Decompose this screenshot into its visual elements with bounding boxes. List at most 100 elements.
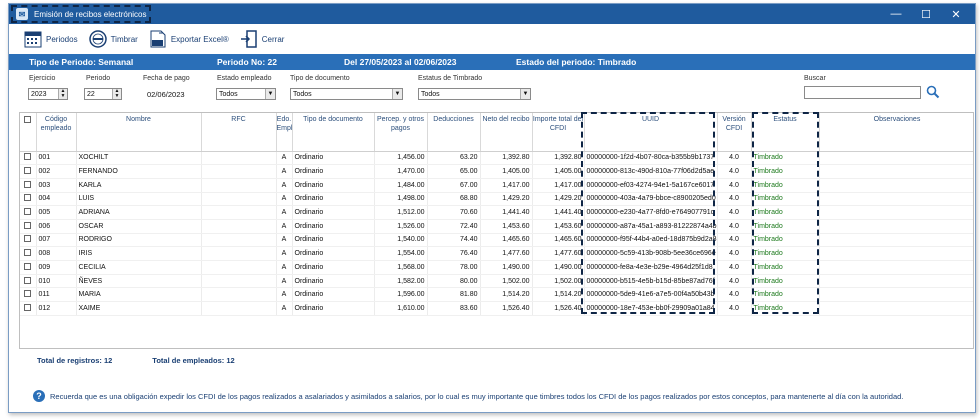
row-checkbox[interactable] (20, 205, 37, 220)
search-input[interactable] (804, 86, 921, 99)
cell-neto: 1,526.40 (480, 301, 533, 316)
table-row[interactable]: 002 FERNANDO A Ordinario 1,470.00 65.00 1,405.… (20, 164, 973, 179)
table-row[interactable]: 009 CECILIA A Ordinario 1,568.00 78.00 1,490.0… (20, 260, 973, 275)
timbrar-button[interactable]: Timbrar (88, 29, 138, 49)
dropdown-arrow-icon[interactable]: ▼ (392, 89, 402, 99)
cell-edo: A (276, 178, 293, 193)
cell-version: 4.0 (717, 192, 752, 207)
dropdown-arrow-icon[interactable]: ▼ (265, 89, 275, 99)
total-registros: Total de registros: 12 (37, 356, 113, 365)
estado-empleado-select[interactable]: Todos ▼ (216, 88, 276, 100)
minimize-button[interactable]: — (890, 8, 902, 20)
col-importe[interactable]: Importe total del CFDI (532, 113, 585, 152)
table-row[interactable]: 011 MARIA A Ordinario 1,596.00 81.80 1,514.20 1… (20, 287, 973, 303)
timbrar-label: Timbrar (110, 34, 138, 44)
row-checkbox[interactable] (20, 287, 37, 303)
table-row[interactable]: 004 LUIS A Ordinario 1,498.00 68.80 1,429.20 1,… (20, 192, 973, 207)
col-percepciones[interactable]: Percep. y otros pagos (374, 113, 428, 152)
cell-version: 4.0 (717, 274, 752, 289)
table-header-row: Código empleado Nombre RFC Edo. Empl Tip… (20, 113, 973, 152)
cell-nombre: ÑEVES (76, 274, 202, 289)
cell-version: 4.0 (717, 151, 752, 166)
col-uuid[interactable]: UUID (584, 113, 718, 152)
cerrar-button[interactable]: Cerrar (239, 29, 284, 49)
cell-edo: A (276, 164, 293, 179)
row-checkbox[interactable] (20, 164, 37, 179)
col-version[interactable]: Versión CFDI (717, 113, 752, 152)
table-row[interactable]: 010 ÑEVES A Ordinario 1,582.00 80.00 1,502.00 1… (20, 274, 973, 289)
exportar-label: Exportar Excel® (170, 34, 229, 44)
cell-codigo: 008 (36, 246, 77, 261)
col-observaciones[interactable]: Observaciones (819, 113, 973, 152)
row-checkbox[interactable] (20, 178, 37, 193)
col-nombre[interactable]: Nombre (76, 113, 202, 152)
ejercicio-spinner[interactable]: 2023 ▲ ▼ (28, 88, 68, 100)
row-checkbox[interactable] (20, 274, 37, 289)
cell-uuid: 00000000-fe8a-4e3e-b29e-4964d25f1d8 (584, 260, 718, 275)
cell-rfc (201, 274, 277, 289)
cell-version: 4.0 (717, 246, 752, 261)
buscar-label: Buscar (804, 75, 826, 82)
cell-importe: 1,526.40 (532, 301, 585, 316)
col-rfc[interactable]: RFC (201, 113, 277, 152)
cell-percep: 1,568.00 (374, 260, 428, 275)
cell-codigo: 003 (36, 178, 77, 193)
table-row[interactable]: 012 XAIME A Ordinario 1,610.00 83.60 1,526.40 1… (20, 301, 973, 316)
estado-empleado-value: Todos (219, 90, 238, 98)
col-codigo[interactable]: Código empleado (36, 113, 77, 152)
row-checkbox[interactable] (20, 246, 37, 261)
search-icon[interactable] (926, 85, 940, 99)
cell-estatus: Timbrado (751, 233, 820, 248)
cell-estatus: Timbrado (751, 178, 820, 193)
receipts-window: ✉ Emisión de recibos electrónicos — ☐ ✕ … (8, 3, 976, 413)
table-row[interactable]: 001 XOCHILT A Ordinario 1,456.00 63.20 1,392.8… (20, 151, 973, 166)
cell-edo: A (276, 287, 293, 303)
spinner-arrows-icon[interactable]: ▲ ▼ (58, 89, 67, 99)
cell-deduc: 68.80 (427, 192, 481, 207)
cell-uuid: 00000000-5de9-41e6-a7e5-00f4a50b43b (584, 287, 718, 303)
table-row[interactable]: 007 RODRIGO A Ordinario 1,540.00 74.40 1,465.6… (20, 233, 973, 248)
periodo-spinner[interactable]: 22 ▲ ▼ (84, 88, 122, 100)
cell-deduc: 76.40 (427, 246, 481, 261)
maximize-button[interactable]: ☐ (921, 8, 931, 21)
spinner-arrows-icon[interactable]: ▲ ▼ (112, 89, 121, 99)
cell-uuid: 00000000-a87a-45a1-a893-81222874a4b (584, 219, 718, 234)
col-deducciones[interactable]: Deducciones (427, 113, 481, 152)
row-checkbox[interactable] (20, 233, 37, 248)
cell-deduc: 63.20 (427, 151, 481, 166)
cell-deduc: 65.00 (427, 164, 481, 179)
exportar-excel-button[interactable]: Exportar Excel® (148, 29, 229, 49)
row-checkbox[interactable] (20, 301, 37, 316)
row-checkbox[interactable] (20, 192, 37, 207)
cell-deduc: 78.00 (427, 260, 481, 275)
table-row[interactable]: 008 IRIS A Ordinario 1,554.00 76.40 1,477.60 1,… (20, 246, 973, 261)
cell-tipo: Ordinario (292, 301, 375, 316)
row-checkbox[interactable] (20, 151, 37, 166)
cell-importe: 1,392.80 (532, 151, 585, 166)
estatus-timbrado-select[interactable]: Todos ▼ (418, 88, 531, 100)
cell-rfc (201, 164, 277, 179)
row-checkbox[interactable] (20, 260, 37, 275)
select-all-checkbox[interactable] (20, 113, 37, 152)
cell-estatus: Timbrado (751, 164, 820, 179)
dropdown-arrow-icon[interactable]: ▼ (520, 89, 530, 99)
cell-neto: 1,392.80 (480, 151, 533, 166)
table-row[interactable]: 003 KARLA A Ordinario 1,484.00 67.00 1,417.00 1… (20, 178, 973, 193)
cell-obs (819, 164, 973, 179)
close-button[interactable]: ✕ (951, 8, 961, 21)
footer-note-text: Recuerda que es una obligación expedir l… (50, 391, 904, 401)
table-row[interactable]: 005 ADRIANA A Ordinario 1,512.00 70.60 1,441.4… (20, 205, 973, 220)
table-row[interactable]: 006 OSCAR A Ordinario 1,526.00 72.40 1,453.60 1… (20, 219, 973, 234)
cell-neto: 1,477.60 (480, 246, 533, 261)
col-neto[interactable]: Neto del recibo (480, 113, 533, 152)
col-tipo-documento[interactable]: Tipo de documento (292, 113, 375, 152)
cell-rfc (201, 219, 277, 234)
periodos-button[interactable]: Periodos (23, 29, 78, 49)
col-estatus[interactable]: Estatus (751, 113, 820, 152)
cell-edo: A (276, 274, 293, 289)
col-edo[interactable]: Edo. Empl (276, 113, 293, 152)
tipo-documento-select[interactable]: Todos ▼ (290, 88, 403, 100)
row-checkbox[interactable] (20, 219, 37, 234)
cell-obs (819, 274, 973, 289)
cell-version: 4.0 (717, 301, 752, 316)
